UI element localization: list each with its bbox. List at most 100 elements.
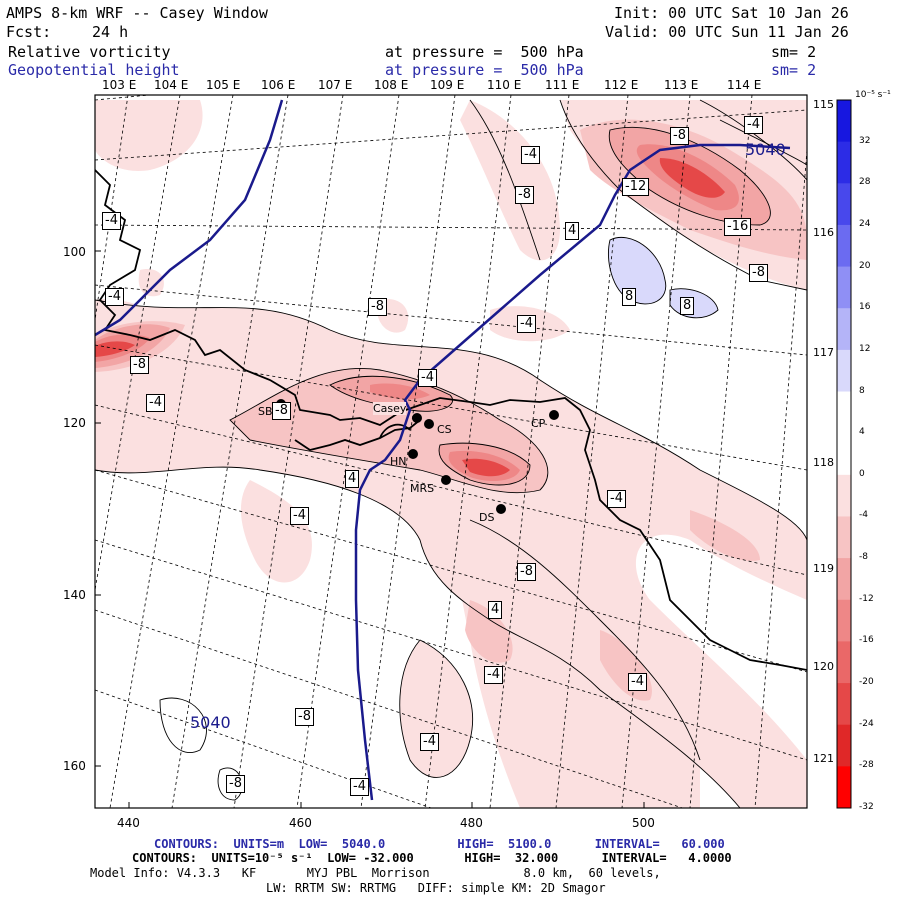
lon-label: 103 E [102, 78, 137, 92]
colorbar-swatch [837, 599, 851, 642]
colorbar-swatch [837, 558, 851, 601]
vorticity-contour-label: -8 [226, 775, 245, 793]
vorticity-contour-label: -8 [670, 127, 689, 145]
colorbar-tick-label: -16 [859, 635, 874, 646]
lon-label: 108 E [374, 78, 409, 92]
vorticity-contour-label: 8 [622, 288, 637, 306]
lon-label: 107 E [318, 78, 353, 92]
colorbar-tick-label: 16 [859, 302, 871, 313]
colorbar-swatch [837, 683, 851, 726]
colorbar-tick-label: -4 [859, 510, 868, 521]
footer-model-info: Model Info: V4.3.3 KF MYJ PBL Morrison 8… [90, 866, 661, 880]
station-label: DS [479, 511, 495, 524]
colorbar-swatch [837, 474, 851, 517]
station-label: HN [390, 455, 407, 468]
x-axis-label: 460 [289, 816, 312, 830]
station-marker [549, 410, 559, 420]
station-label: CP [531, 417, 546, 430]
lon-label: 105 E [206, 78, 241, 92]
field2-level: at pressure = 500 hPa [385, 61, 584, 79]
colorbar-tick-label: 8 [859, 385, 865, 396]
colorbar [836, 99, 852, 809]
colorbar-tick-label: -12 [859, 593, 874, 604]
vorticity-contour-label: -8 [515, 186, 534, 204]
vorticity-contour-label: -4 [102, 212, 121, 230]
colorbar-swatch [837, 766, 851, 809]
station-marker [408, 449, 418, 459]
lon-label: 110 E [487, 78, 522, 92]
init-time: Init: 00 UTC Sat 10 Jan 26 [614, 4, 849, 22]
colorbar-swatch [837, 724, 851, 767]
station-label: Casey [373, 402, 407, 415]
colorbar-swatch [837, 391, 851, 434]
y-axis-label: 120 [63, 416, 86, 430]
footer-physics: LW: RRTM SW: RRTMG DIFF: simple KM: 2D S… [266, 881, 606, 895]
lon-label: 109 E [430, 78, 465, 92]
valid-time: Valid: 00 UTC Sun 11 Jan 26 [605, 23, 849, 41]
fcst-label: Fcst: [6, 23, 52, 41]
station-label: MRS [410, 482, 435, 495]
field1-sm: sm= 2 [771, 43, 817, 61]
colorbar-tick-label: 4 [859, 427, 865, 438]
colorbar-tick-label: 28 [859, 177, 871, 188]
vorticity-contour-label: -4 [521, 146, 540, 164]
height-contour-label: 5040 [190, 713, 231, 732]
y-axis-label: 100 [63, 245, 86, 259]
colorbar-swatch [837, 141, 851, 184]
colorbar-units: 10⁻⁵ s⁻¹ [855, 90, 891, 100]
vorticity-contour-label: -4 [146, 394, 165, 412]
colorbar-tick-label: -32 [859, 802, 874, 812]
station-label: SB [258, 405, 273, 418]
vorticity-contour-label: -4 [420, 733, 439, 751]
x-axis-label: 500 [632, 816, 655, 830]
colorbar-tick-label: -8 [859, 552, 868, 563]
vorticity-contour-label: -4 [290, 507, 309, 525]
field1-level: at pressure = 500 hPa [385, 43, 584, 61]
vorticity-contour-label: -12 [622, 178, 650, 196]
colorbar-tick-label: 0 [859, 468, 865, 479]
footer-height-contours: CONTOURS: UNITS=m LOW= 5040.0 HIGH= 5100… [154, 837, 725, 851]
lon-label: 104 E [154, 78, 189, 92]
station-marker [412, 413, 422, 423]
height-contour-label: 5040 [745, 140, 786, 159]
lon-label: 106 E [261, 78, 296, 92]
x-axis-label: 440 [117, 816, 140, 830]
model-title: AMPS 8-km WRF -- Casey Window [6, 4, 268, 22]
colorbar-swatch [837, 308, 851, 351]
vorticity-contour-label: 4 [345, 470, 360, 488]
colorbar-tick-label: 24 [859, 218, 871, 229]
vorticity-contour-label: -8 [749, 264, 768, 282]
station-marker [441, 475, 451, 485]
vorticity-contour-label: -4 [628, 673, 647, 691]
vorticity-contour-label: 8 [680, 297, 695, 315]
vorticity-contour-label: -8 [272, 402, 291, 420]
colorbar-tick-label: 12 [859, 343, 871, 354]
vorticity-contour-label: -4 [418, 369, 437, 387]
vorticity-contour-label: -16 [724, 218, 752, 236]
field2-name: Geopotential height [8, 61, 180, 79]
vorticity-contour-label: -4 [744, 116, 763, 134]
vorticity-contour-label: -8 [517, 563, 536, 581]
station-label: CS [437, 423, 452, 436]
colorbar-swatch [837, 100, 851, 143]
colorbar-swatch [837, 183, 851, 226]
x-axis-label: 480 [460, 816, 483, 830]
vorticity-contour-label: -4 [484, 666, 503, 684]
colorbar-swatch [837, 516, 851, 559]
y-axis-label: 160 [63, 759, 86, 773]
vorticity-contour-label: -4 [350, 778, 369, 796]
lon-label: 111 E [545, 78, 580, 92]
station-markers [276, 399, 559, 514]
station-marker [424, 419, 434, 429]
lon-label: 113 E [664, 78, 699, 92]
vorticity-contour-label: -8 [368, 298, 387, 316]
colorbar-swatch [837, 433, 851, 476]
footer-vorticity-contours: CONTOURS: UNITS=10⁻⁵ s⁻¹ LOW= -32.000 HI… [132, 851, 732, 865]
colorbar-swatch [837, 349, 851, 393]
field1-name: Relative vorticity [8, 43, 171, 61]
vorticity-contour-label: 4 [565, 222, 580, 240]
vorticity-contour-label: -4 [517, 315, 536, 333]
colorbar-swatch [837, 224, 851, 268]
vorticity-contour-label: -4 [607, 490, 626, 508]
vorticity-contour-label: -8 [295, 708, 314, 726]
